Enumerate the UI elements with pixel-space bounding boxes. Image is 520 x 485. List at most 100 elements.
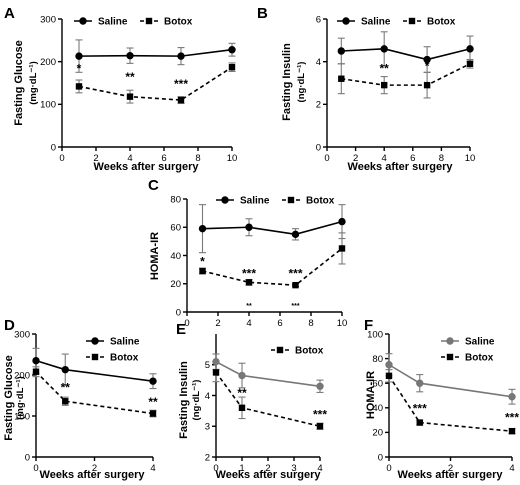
y-tick-label-c: 0 <box>176 307 181 318</box>
legend-label-a: Botox <box>164 17 193 28</box>
y-tick-label-d: 200 <box>14 370 30 381</box>
legend-label-a: Saline <box>98 17 128 28</box>
y-axis-label-e: Fasting Insulin <box>178 361 190 439</box>
x-tick-label-f: 4 <box>509 463 514 474</box>
data-point-e-series0 <box>238 371 246 380</box>
series-a-botox <box>75 62 236 105</box>
panel-a: A 0 100 200 300 0 2 4 6 8 10 Weeks after surgery Fas… <box>4 5 237 173</box>
x-axis-label-d: Weeks after surgery <box>40 469 146 481</box>
significance-mark-d: ** <box>61 380 71 394</box>
significance-mark-c: * <box>200 254 205 268</box>
panel-letter-e: E <box>176 321 186 338</box>
legend-marker-d <box>91 337 99 345</box>
y-tick-label-d: 0 <box>25 452 30 463</box>
series-line-a-botox <box>78 66 233 101</box>
x-axis-label-b: Weeks after surgery <box>348 161 454 173</box>
data-point-c-botox <box>338 245 346 252</box>
x-tick-label-a: 0 <box>59 153 64 164</box>
data-point-c-saline <box>338 217 346 226</box>
data-point-c-botox <box>292 281 299 289</box>
data-point-d-botox <box>149 410 157 417</box>
x-tick-label-a: 6 <box>161 153 166 164</box>
series-line-e-botox <box>215 371 321 428</box>
y-tick-label-f: 0 <box>378 452 383 463</box>
data-point-f-saline <box>385 361 393 369</box>
data-point-c-botox <box>245 279 253 286</box>
panel-f: F 0 20 40 60 80 100 0 2 4 Weeks after surgery HOMA-… <box>364 317 519 481</box>
y-axis-unit-b: (ng·dL⁻¹) <box>296 62 307 103</box>
y-tick-label-f: 100 <box>367 329 383 340</box>
series-b-botox <box>337 58 474 99</box>
series-e-series0 <box>212 353 324 393</box>
y-tick-label-e: 4 <box>205 391 210 402</box>
significance-mark-a: ** <box>125 70 135 84</box>
x-tick-label-f: 2 <box>448 463 453 474</box>
legend-label-c: Botox <box>306 196 335 207</box>
data-point-b-saline <box>337 47 345 55</box>
legend-label-b: Botox <box>427 17 456 28</box>
y-tick-label-d: 300 <box>14 329 30 340</box>
y-tick-label-c: 80 <box>170 194 181 205</box>
series-c-botox <box>199 232 346 289</box>
data-point-e-series0 <box>316 382 324 390</box>
data-point-a-saline <box>75 52 83 60</box>
data-point-e-botox <box>238 404 246 411</box>
series-line-d-saline <box>35 359 154 382</box>
x-tick-label-d: 0 <box>33 463 38 474</box>
y-tick-label-e: 5 <box>205 360 210 371</box>
legend-marker-d <box>91 353 99 361</box>
y-axis-label-d: Fasting Glucose <box>3 355 15 441</box>
data-point-a-botox <box>228 64 236 71</box>
x-tick-label-a: 10 <box>227 153 238 164</box>
legend-a: Saline Botox <box>74 17 193 28</box>
data-point-b-saline <box>423 55 431 64</box>
panel-letter-c: C <box>148 177 159 194</box>
data-point-d-botox <box>32 368 40 375</box>
y-tick-label-f: 60 <box>372 379 383 390</box>
significance-mark-a: * <box>77 61 82 75</box>
y-axis-unit-e: (ng·dL⁻¹) <box>191 380 202 421</box>
x-tick-label-f: 0 <box>386 463 391 474</box>
x-tick-label-a: 2 <box>93 153 98 164</box>
y-axis-label-b: Fasting Insulin <box>281 43 293 121</box>
panel-letter-b: B <box>257 5 268 22</box>
panel-letter-d: D <box>4 317 15 334</box>
significance-mark-c: *** <box>291 303 299 310</box>
series-line-c-saline <box>202 220 343 236</box>
data-point-e-botox <box>212 369 220 376</box>
legend-marker-f <box>446 337 454 345</box>
legend-label-d: Saline <box>110 337 140 348</box>
x-tick-label-e: 4 <box>317 463 322 474</box>
x-tick-label-b: 6 <box>410 153 415 164</box>
data-point-b-saline <box>466 45 474 53</box>
significance-mark-b: * <box>425 59 430 73</box>
data-point-f-saline <box>416 379 424 387</box>
x-tick-label-e: 2 <box>265 463 270 474</box>
data-point-d-saline <box>149 377 157 385</box>
y-tick-label-c: 20 <box>170 279 181 290</box>
y-tick-label-a: 0 <box>51 142 56 153</box>
x-tick-label-b: 4 <box>382 153 387 164</box>
data-point-b-botox <box>381 81 388 89</box>
y-tick-label-c: 40 <box>170 251 181 262</box>
legend-label-e: Botox <box>295 346 324 357</box>
y-tick-label-a: 300 <box>40 14 56 25</box>
significance-mark-a: *** <box>174 77 188 91</box>
x-tick-label-a: 4 <box>127 153 132 164</box>
panel-letter-f: F <box>364 317 373 334</box>
x-tick-label-d: 4 <box>150 463 155 474</box>
data-point-f-botox <box>385 372 393 380</box>
y-axis-label-c: HOMA-IR <box>149 232 161 280</box>
data-point-b-botox <box>338 75 345 82</box>
x-tick-label-b: 8 <box>439 153 444 164</box>
x-tick-label-e: 3 <box>291 463 296 474</box>
y-tick-label-b: 0 <box>316 142 321 153</box>
x-tick-label-c: 8 <box>308 318 313 329</box>
series-f-saline <box>385 353 516 405</box>
y-tick-label-f: 20 <box>372 428 383 439</box>
x-axis-label-f: Weeks after surgery <box>398 469 504 481</box>
y-tick-label-e: 3 <box>205 422 210 433</box>
significance-mark-f: *** <box>505 410 519 424</box>
